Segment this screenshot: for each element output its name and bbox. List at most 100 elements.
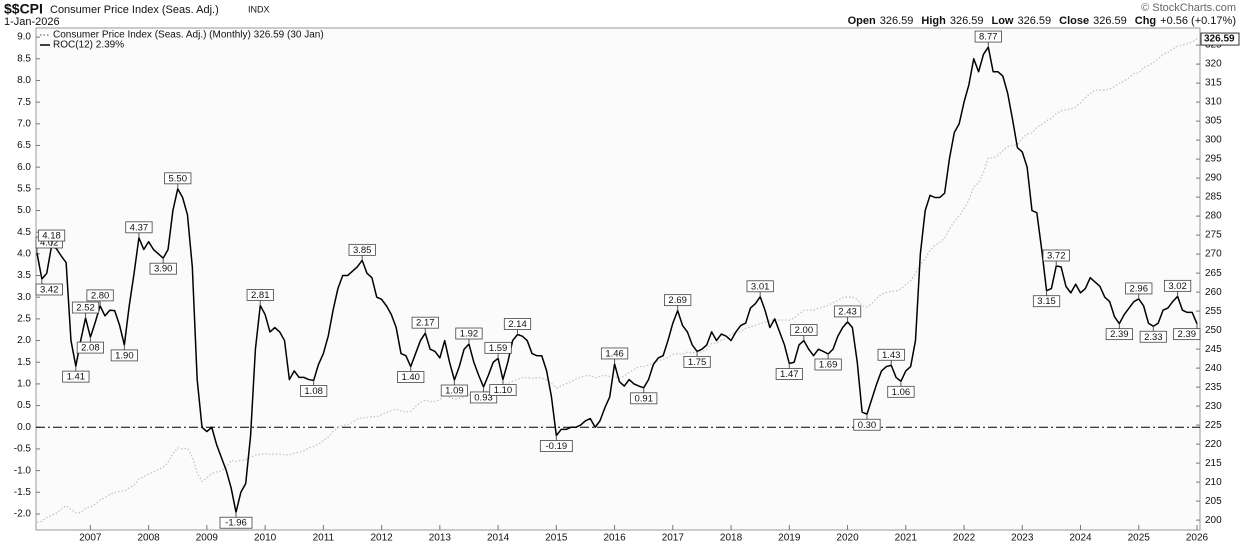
x-tick-label: 2018: [720, 533, 743, 544]
label-box: [1032, 295, 1061, 308]
value-label: 1.43: [882, 350, 901, 361]
y2-tick-label: 235: [1205, 382, 1222, 393]
y2-tick-label: 300: [1205, 135, 1222, 146]
value-label: 1.41: [67, 372, 86, 383]
label-box: [300, 385, 328, 397]
label-box: [37, 229, 66, 242]
y2-tick-label: 215: [1205, 458, 1222, 469]
value-label: -0.19: [546, 441, 568, 452]
label-box: [630, 392, 658, 405]
value-label: 3.42: [40, 285, 59, 296]
y2-tick-label: 295: [1205, 154, 1222, 165]
label-box: [1105, 328, 1133, 341]
value-label: 1.09: [445, 386, 464, 397]
value-label: 1.69: [819, 360, 838, 371]
label-box: [600, 347, 629, 360]
value-label: 3.90: [154, 264, 173, 275]
label-box: [974, 30, 1002, 43]
quote-label: Low: [991, 15, 1013, 27]
quote-label: Close: [1059, 15, 1089, 27]
label-box: [503, 318, 532, 330]
x-tick-label: 2011: [313, 533, 335, 544]
date: 1-Jan-2026: [4, 16, 60, 28]
label-box: [469, 391, 498, 404]
label-box: [1125, 282, 1153, 295]
label-box: [877, 348, 905, 361]
y-tick-label: 6.0: [17, 162, 31, 173]
y2-tick-label: 220: [1205, 439, 1222, 450]
label-box: [853, 418, 881, 431]
value-label: 4.02: [40, 238, 59, 249]
value-label: 1.59: [489, 343, 508, 354]
quote-label: Chg: [1135, 15, 1156, 27]
value-label: 2.81: [251, 290, 270, 301]
label-box: [35, 283, 63, 296]
label-box: [1139, 330, 1167, 343]
label-box: [71, 301, 100, 314]
x-tick-label: 2010: [254, 533, 277, 544]
y-tick-label: -0.5: [14, 444, 32, 455]
x-tick-label: 2015: [545, 533, 568, 544]
y-tick-label: 3.0: [17, 292, 31, 303]
y-tick-label: 8.5: [17, 53, 31, 64]
label-box: [149, 262, 177, 275]
y2-tick-label: 305: [1205, 116, 1222, 127]
quote: Open 326.59 High 326.59 Low 326.59 Close 326.59…: [848, 15, 1236, 27]
x-tick-label: 2025: [1128, 533, 1151, 544]
symbol: $$CPI: [4, 1, 43, 17]
y-tick-label: 0.5: [17, 400, 31, 411]
value-label: 2.43: [838, 306, 857, 317]
y2-tick-label: 290: [1205, 173, 1222, 184]
value-label: 0.30: [858, 420, 877, 431]
label-box: [397, 371, 425, 383]
x-tick-label: 2023: [1011, 533, 1034, 544]
label-box: [86, 289, 114, 302]
value-label: 2.39: [1178, 329, 1197, 340]
value-label: 2.17: [416, 318, 435, 329]
y2-tick-label: 270: [1205, 249, 1222, 260]
value-label: 2.00: [795, 325, 814, 336]
value-label: 1.10: [494, 385, 513, 396]
value-label: 1.40: [401, 372, 420, 383]
x-tick-label: 2012: [370, 533, 393, 544]
y2-tick-label: 200: [1205, 515, 1222, 526]
label-box: [683, 355, 711, 368]
x-tick-label: 2008: [138, 533, 161, 544]
value-label: -1.96: [225, 518, 247, 529]
y-tick-label: 5.0: [17, 205, 31, 216]
y2-tick-label: 320: [1205, 59, 1222, 70]
label-box: [1173, 328, 1201, 341]
quote-label: Open: [848, 15, 876, 27]
value-label: 3.72: [1047, 251, 1066, 262]
last-value-box: [1200, 32, 1240, 46]
plot-area: [35, 27, 1201, 531]
value-label: 2.33: [1144, 332, 1163, 343]
value-label: 0.93: [474, 392, 493, 403]
value-label: 2.52: [76, 303, 95, 314]
value-label: 3.02: [1168, 281, 1187, 292]
label-box: [411, 316, 439, 329]
value-label: 1.06: [892, 387, 911, 398]
value-label: 0.91: [634, 393, 653, 404]
y2-tick-label: 205: [1205, 496, 1222, 507]
subtitle: Consumer Price Index (Seas. Adj.): [50, 4, 219, 16]
x-tick-label: 2013: [429, 533, 452, 544]
y2-tick-label: 285: [1205, 192, 1222, 203]
y-tick-label: 2.5: [17, 314, 31, 325]
label-box: [775, 368, 803, 380]
label-box: [887, 385, 915, 398]
y-tick-label: 8.0: [17, 75, 31, 86]
label-box: [219, 516, 253, 529]
y2-tick-label: 230: [1205, 401, 1222, 412]
quote-value: 326.59: [950, 15, 984, 27]
y2-tick-label: 275: [1205, 230, 1222, 241]
y2-tick-label: 260: [1205, 287, 1222, 298]
y-tick-label: 4.5: [17, 227, 31, 238]
value-label: 1.75: [688, 357, 707, 368]
label-box: [1042, 249, 1070, 262]
value-label: 1.92: [460, 329, 479, 340]
y-tick-label: -2.0: [14, 509, 32, 520]
last-value: 326.59: [1204, 34, 1235, 45]
y-tick-label: 0.0: [17, 422, 31, 433]
